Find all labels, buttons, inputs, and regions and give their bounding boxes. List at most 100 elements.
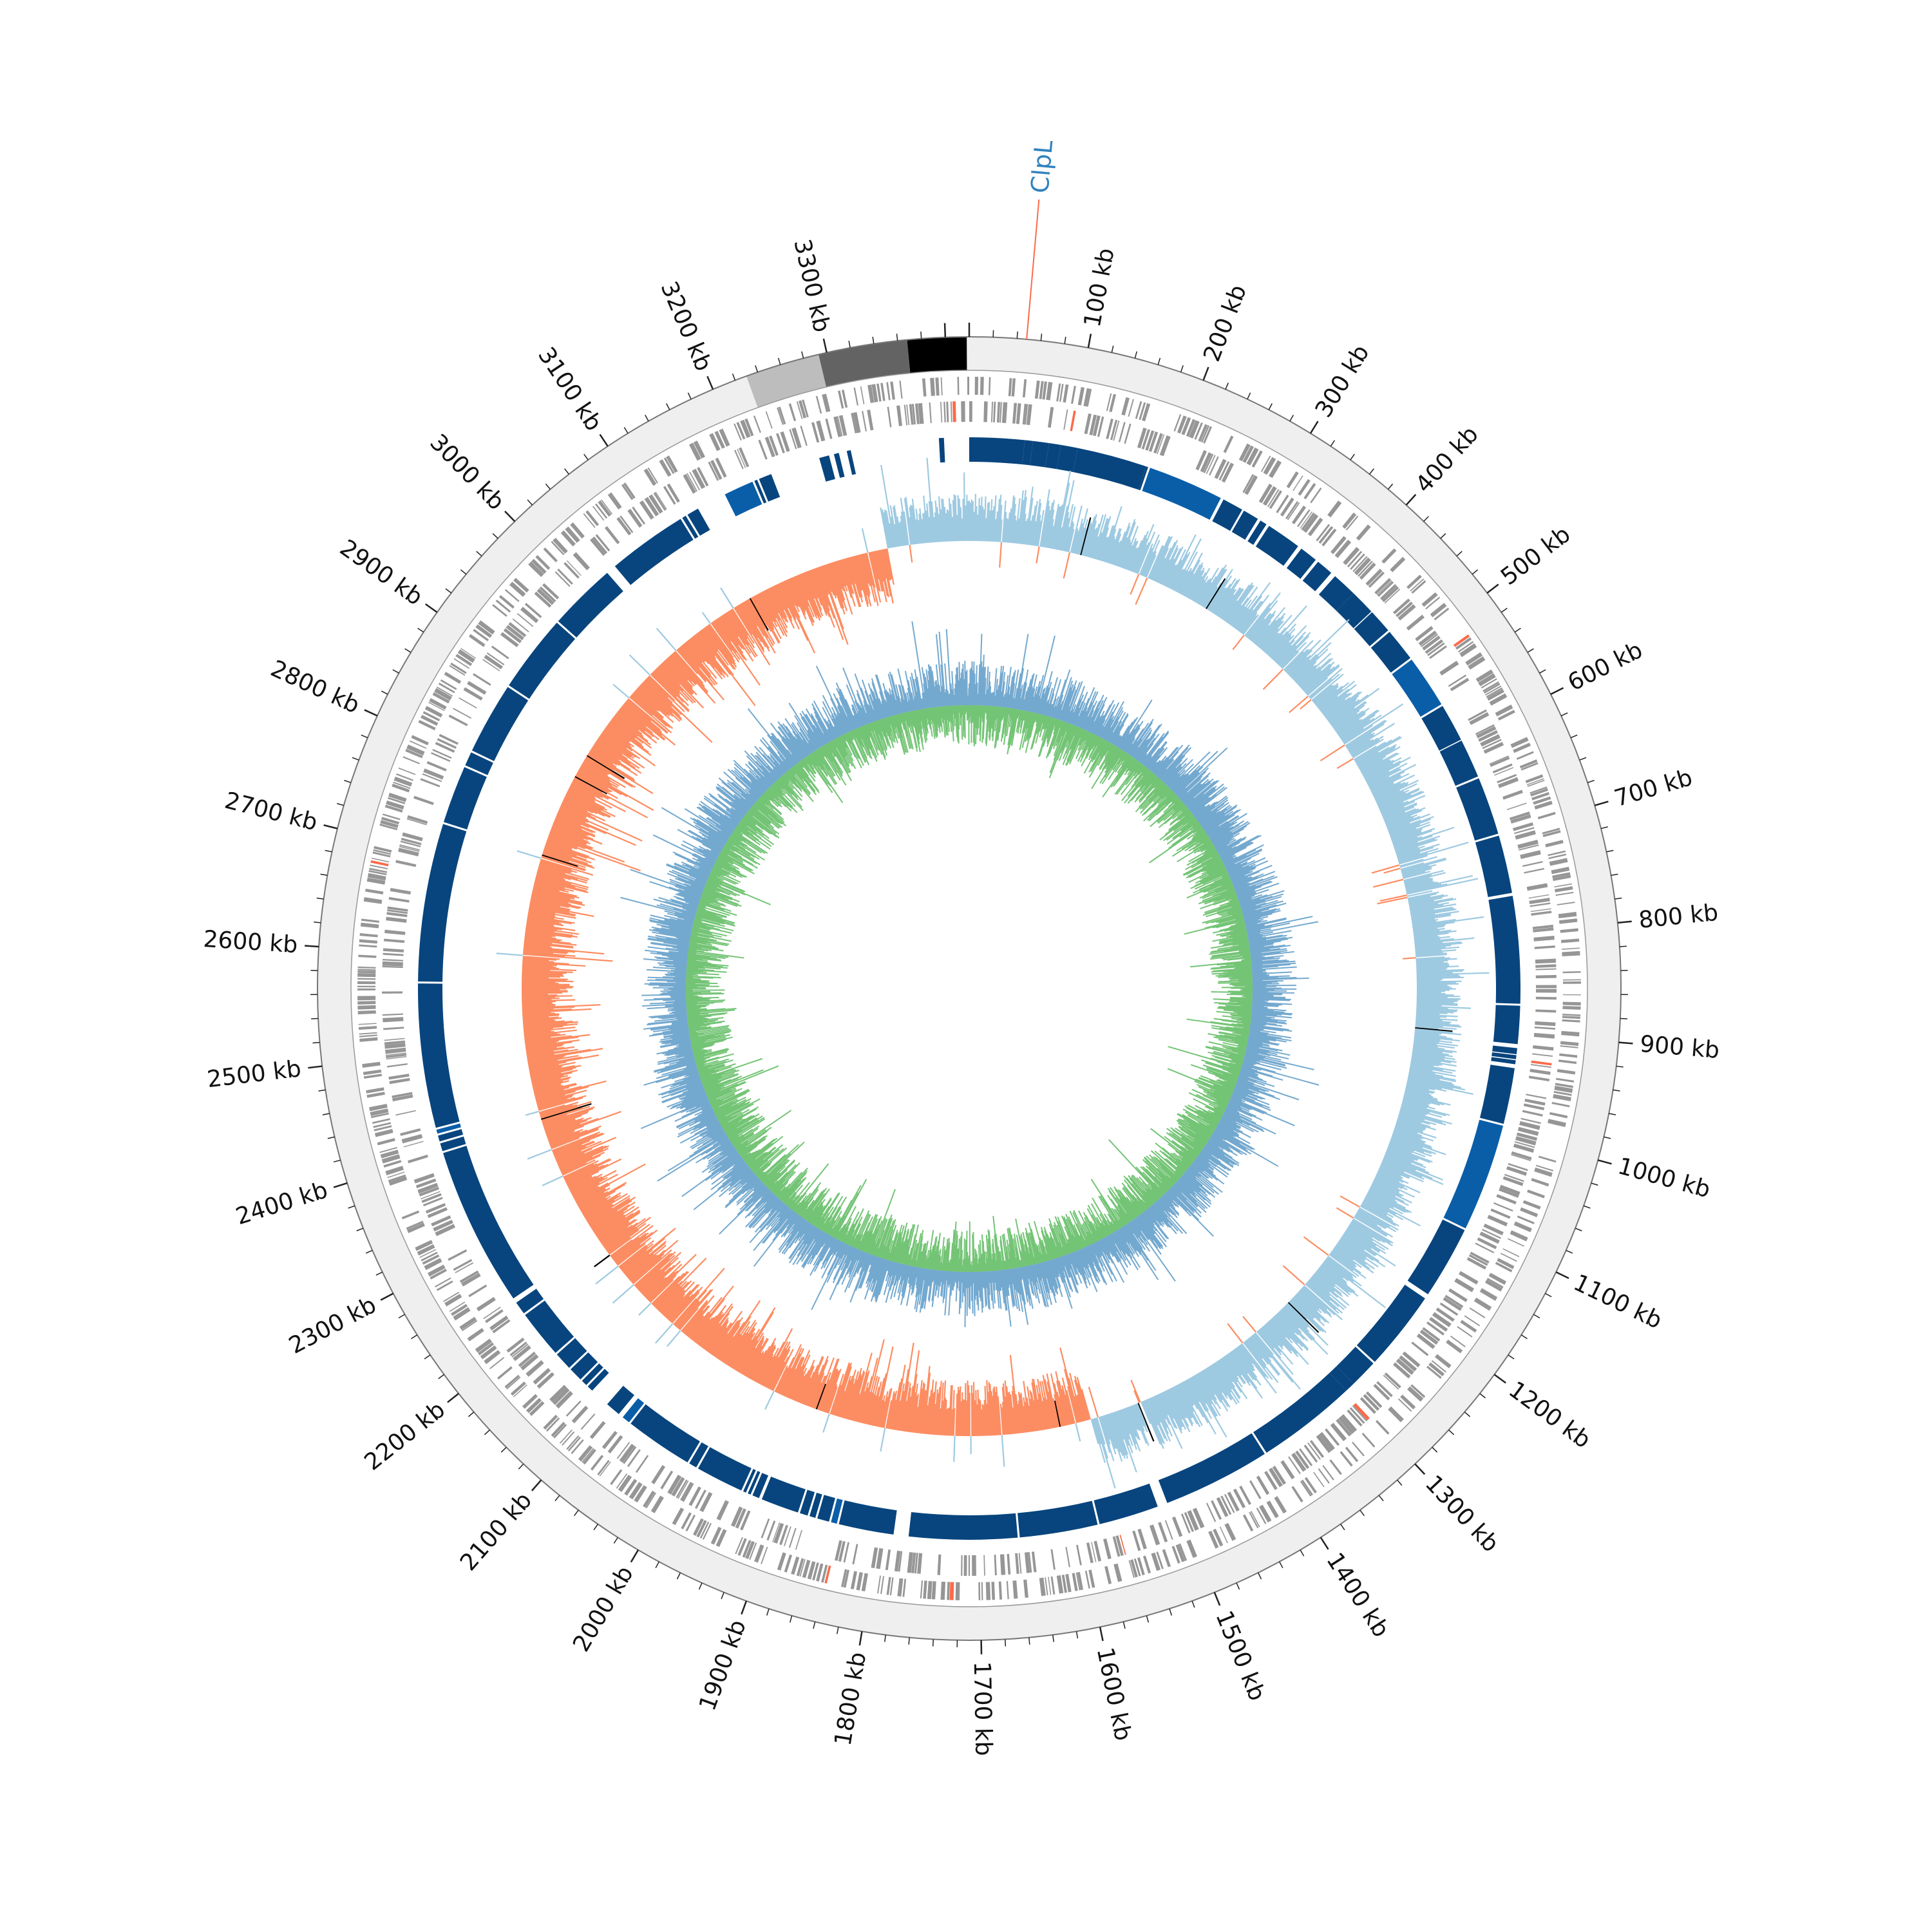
gc-skew-bar: [1104, 743, 1112, 756]
gc-bar: [1188, 785, 1217, 810]
cds-feature-443: [1128, 1560, 1135, 1578]
gc-skew-bar: [1222, 940, 1249, 947]
skew-bar: [1285, 649, 1309, 672]
gc-bar: [1236, 1083, 1280, 1101]
gc-bar: [1029, 696, 1035, 712]
cds-feature-261: [1558, 1059, 1577, 1065]
gc-skew-bar: [1217, 975, 1253, 978]
skew-bar: [664, 1296, 685, 1318]
skew-bar: [1177, 567, 1193, 594]
cds-feature-890: [663, 486, 676, 505]
skew-bar: [527, 916, 572, 925]
skew-bar: [1144, 1400, 1164, 1443]
skew-bar: [813, 568, 830, 611]
skew-bar: [1351, 1220, 1393, 1247]
cds-feature-573: [651, 1464, 666, 1484]
skew-bar: [943, 1399, 947, 1435]
cds-feature-490: [949, 1582, 954, 1600]
skew-bar: [1311, 1276, 1331, 1293]
skew-bar: [689, 638, 723, 680]
skew-bar: [1125, 540, 1137, 570]
skew-bar: [533, 886, 580, 899]
skew-bar: [1416, 998, 1459, 1001]
cds-feature-141: [1422, 635, 1441, 651]
cds-feature-391: [1291, 1452, 1307, 1472]
gc-bar: [1241, 904, 1256, 910]
skew-bar: [1092, 1418, 1106, 1463]
cds-feature-445: [1115, 1535, 1124, 1557]
skew-bar: [696, 632, 715, 657]
gc-skew-bar: [1023, 710, 1027, 721]
skew-bar: [576, 1188, 606, 1205]
cds-feature-847: [513, 578, 529, 593]
gc-bar: [1196, 805, 1216, 820]
skew-bar: [547, 838, 573, 849]
skew-bar: [1081, 1388, 1091, 1420]
skew-bar: [826, 564, 842, 609]
homology-block-73: [724, 481, 762, 516]
skew-bar: [596, 739, 640, 769]
gc-bar: [1043, 701, 1048, 715]
gc-bar: [1097, 704, 1115, 737]
cds-feature-607: [552, 1387, 570, 1405]
skew-bar: [799, 574, 818, 616]
gc-bar: [1217, 1125, 1236, 1137]
skew-bar: [629, 696, 672, 734]
gc-bar: [1040, 671, 1053, 715]
gc-skew-bar: [1209, 947, 1250, 955]
skew-bar: [816, 567, 844, 640]
skew-bar: [1038, 1393, 1046, 1430]
skew-bar: [635, 1251, 676, 1288]
skew-bar: [758, 592, 778, 627]
skew-bar: [1099, 1416, 1115, 1461]
skew-bar: [1104, 529, 1117, 563]
skew-bar: [991, 506, 995, 542]
skew-bar: [1238, 1345, 1253, 1365]
gc-bar: [1247, 1040, 1269, 1046]
skew-bar: [522, 1008, 554, 1012]
cds-feature-485: [972, 1555, 976, 1576]
gc-skew-bar: [1211, 913, 1243, 923]
skew-bar: [1339, 710, 1380, 738]
skew-bar: [1343, 1233, 1378, 1256]
cds-feature-721: [357, 1010, 376, 1015]
cds-feature-875: [600, 499, 613, 515]
skew-bar: [1245, 1340, 1267, 1366]
skew-bar: [724, 612, 747, 645]
skew-bar: [757, 1353, 774, 1383]
skew-bar: [1135, 577, 1148, 605]
skew-bar: [1062, 504, 1074, 551]
cds-feature-111: [1347, 551, 1363, 568]
skew-bar: [1039, 1381, 1050, 1430]
skew-bar: [1296, 665, 1317, 684]
cds-feature-199: [1514, 827, 1535, 835]
cds-feature-361: [1373, 1383, 1390, 1401]
skew-bar: [839, 1376, 854, 1417]
skew-bar: [1373, 782, 1401, 797]
skew-bar: [743, 1340, 764, 1376]
homology-block-18: [1392, 659, 1442, 717]
cds-feature-223: [1530, 908, 1551, 913]
cds-feature-530: [791, 1556, 800, 1575]
skew-bar: [522, 996, 556, 999]
cds-feature-31: [1086, 388, 1092, 407]
skew-bar: [621, 705, 665, 741]
skew-bar: [923, 1372, 931, 1434]
skew-bar: [1387, 1147, 1419, 1160]
cds-feature-650: [453, 1259, 473, 1271]
skew-bar: [642, 1264, 676, 1296]
skew-bar: [1416, 969, 1464, 972]
skew-bar: [780, 582, 809, 641]
gc-bar: [1236, 881, 1273, 895]
skew-bar: [1401, 864, 1430, 874]
cds-feature-540: [766, 1520, 776, 1541]
gc-bar: [1222, 853, 1235, 862]
skew-bar: [522, 961, 586, 967]
gc-skew-bar: [1138, 781, 1164, 808]
skew-bar: [601, 1226, 629, 1246]
skew-bar: [1162, 548, 1182, 585]
gc-skew-bar: [1186, 1107, 1218, 1126]
skew-bar: [999, 1403, 1004, 1435]
gc-skew-bar: [1208, 1051, 1244, 1063]
cds-feature-53: [1157, 434, 1165, 455]
